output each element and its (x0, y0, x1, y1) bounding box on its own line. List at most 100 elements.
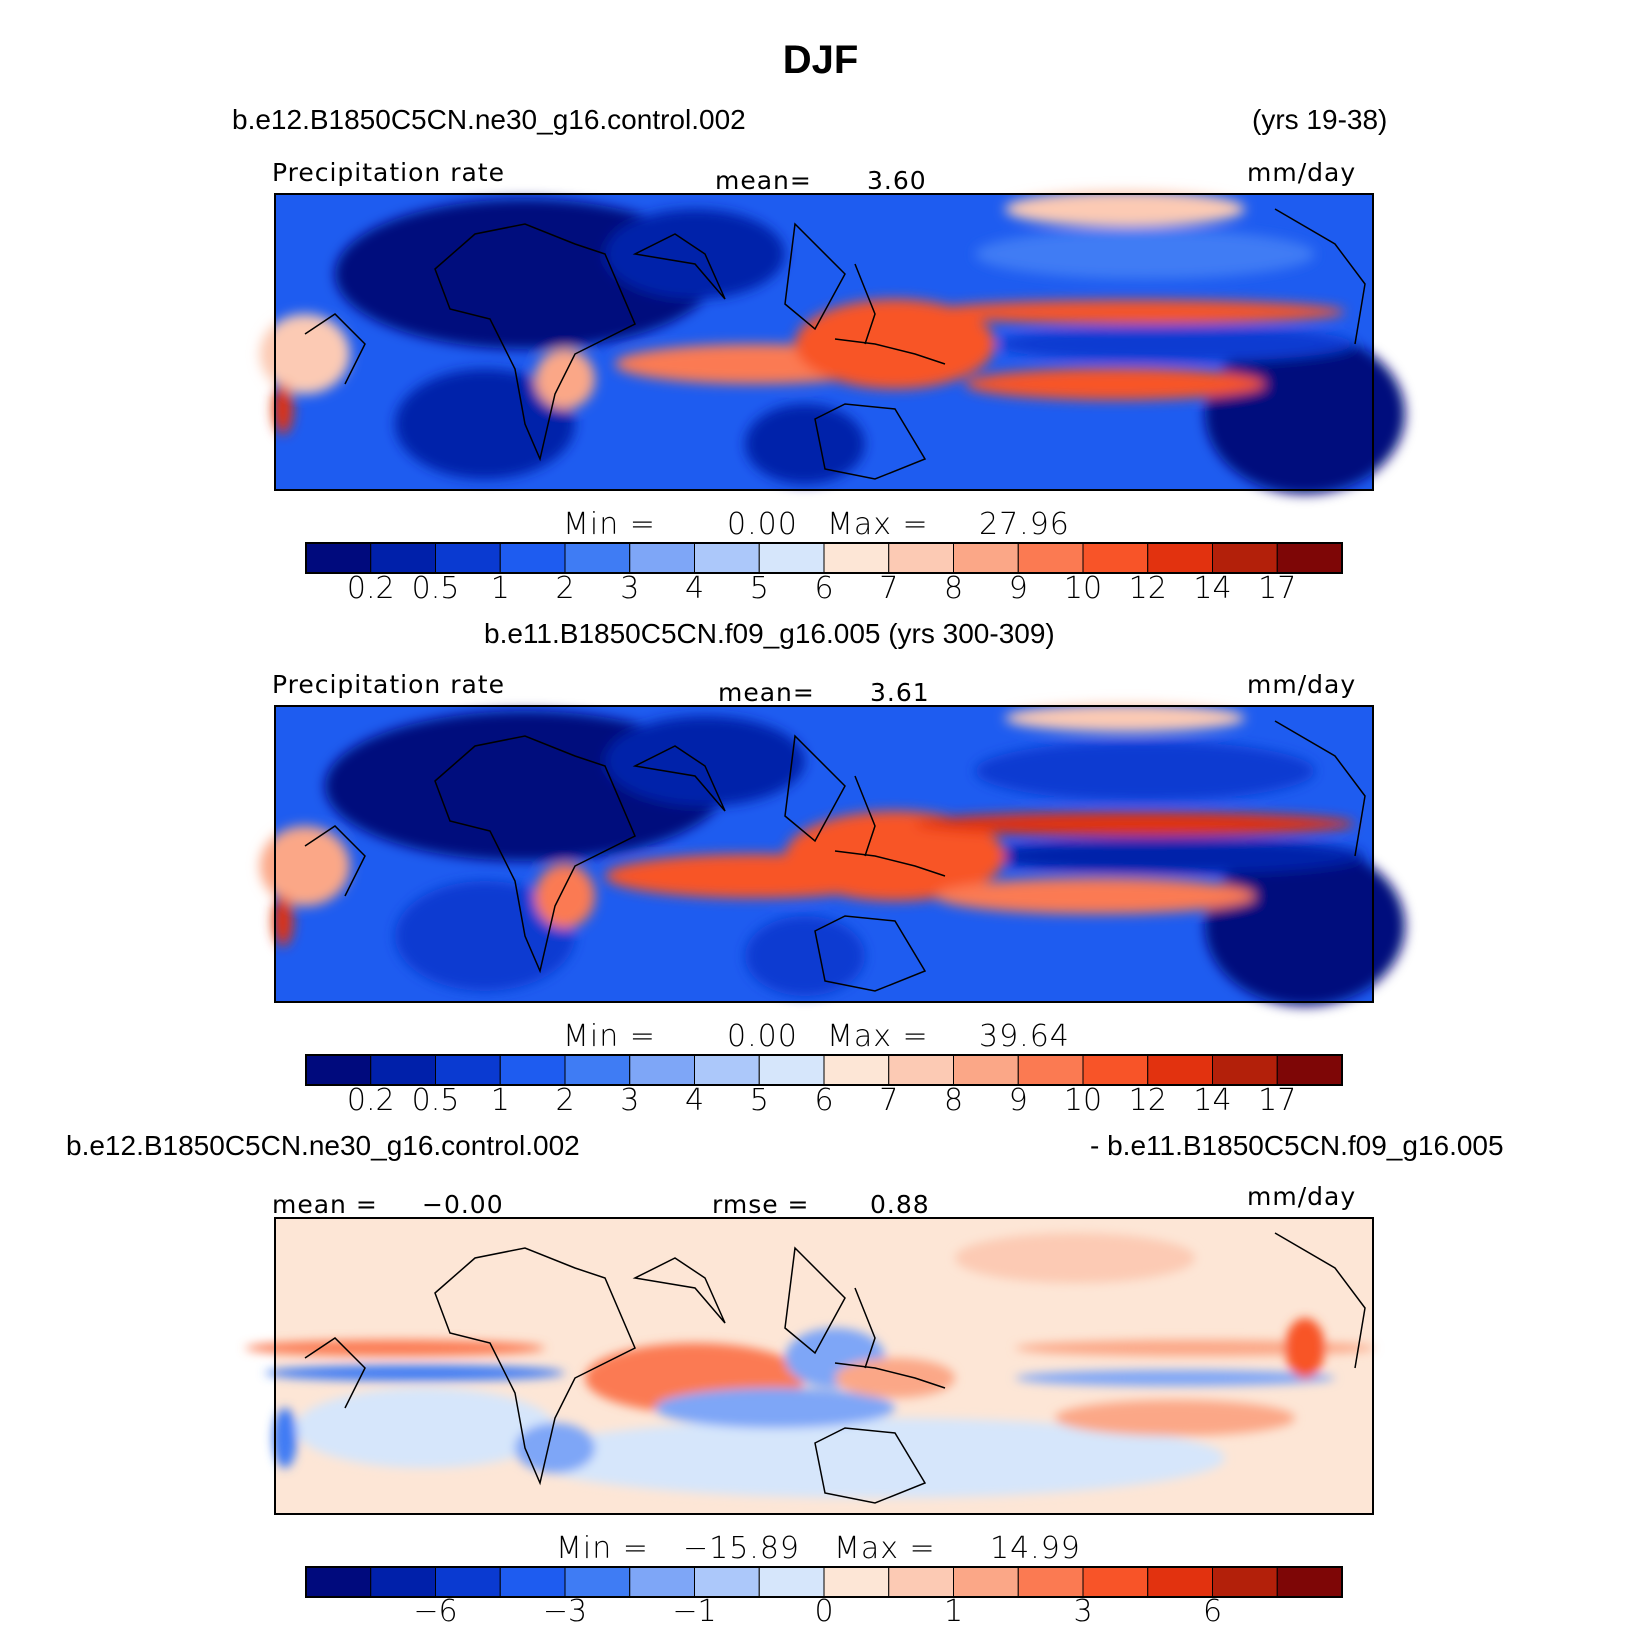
panel2-arabia-dry-region (605, 716, 805, 806)
colorbar-tick-label: 6 (1202, 1594, 1223, 1629)
panel3-map-frame (274, 1217, 1374, 1515)
panel1-units: mm/day (1247, 158, 1357, 187)
colorbar-swatch (629, 1054, 695, 1086)
panel2-mean-value: 3.61 (870, 678, 930, 707)
panel3-units: mm/day (1247, 1182, 1357, 1211)
colorbar-tick-label: 7 (879, 1083, 899, 1118)
colorbar-swatch (435, 1566, 501, 1598)
colorbar-swatch (305, 1566, 372, 1598)
colorbar-swatch (1276, 1566, 1343, 1598)
colorbar-tick-label: −1 (672, 1594, 717, 1629)
panel3-south-atlantic-negative (295, 1388, 555, 1468)
colorbar-swatch (823, 1054, 890, 1086)
panel3-rmse-value: 0.88 (870, 1190, 930, 1219)
colorbar-tick-label: 3 (620, 571, 640, 606)
panel3-coastline (304, 1232, 1366, 1504)
panel3-southern-ocean-negative (525, 1418, 1225, 1498)
colorbar-swatch (953, 1566, 1019, 1598)
panel2-south-indian-dry-region (745, 916, 865, 996)
panel1-colorbar (305, 542, 1343, 574)
colorbar-swatch (370, 1054, 436, 1086)
panel3-case-label-right: - b.e11.B1850C5CN.f09_g16.005 (1090, 1130, 1504, 1161)
colorbar-tick-label: 14 (1193, 1083, 1232, 1118)
panel2-variable-label: Precipitation rate (272, 670, 505, 699)
colorbar-frame (305, 542, 1343, 574)
colorbar-tick-label: 3 (1073, 1594, 1093, 1629)
colorbar-swatch (629, 542, 695, 574)
panel1-maritime-continent-rain (795, 299, 995, 389)
colorbar-tick-label: 17 (1258, 571, 1297, 606)
colorbar-swatch (370, 1566, 436, 1598)
panel3-maritime-positive (835, 1358, 955, 1398)
colorbar-swatch (953, 542, 1019, 574)
panel3-max-label: Max = (834, 1531, 936, 1566)
panel2-units: mm/day (1247, 670, 1357, 699)
colorbar-swatch (1147, 542, 1213, 574)
colorbar-tick-label: 9 (1008, 571, 1028, 606)
colorbar-tick-label: 4 (684, 571, 705, 606)
panel1-max-value: 27.96 (979, 507, 1070, 542)
colorbar-tick-label: 5 (749, 1083, 769, 1118)
panel2-mean-label: mean= (718, 678, 815, 707)
panel3-south-america-negative (273, 1408, 297, 1468)
colorbar-swatch (1276, 1054, 1343, 1086)
colorbar-tick-label: 6 (814, 571, 834, 606)
panel3-case-label-left: b.e12.B1850C5CN.ne30_g16.control.002 (66, 1130, 580, 1161)
panel1-years-label: (yrs 19-38) (1252, 104, 1388, 135)
panel1-itcz-rain-band (925, 300, 1345, 324)
panel3-indian-ocean-negative (655, 1388, 895, 1428)
panel1-east-pacific-dry-region (1205, 334, 1405, 494)
figure-title: DJF (782, 38, 859, 82)
panel2-spcz-rain-band (935, 878, 1255, 914)
panel2-south-atlantic-dry-region (395, 881, 575, 991)
panel1-min-label: Min = (563, 507, 656, 542)
colorbar-swatch (305, 1054, 372, 1086)
panel3-pacific-negative-band (1015, 1370, 1335, 1386)
panel1-min-value: 0.00 (727, 507, 798, 542)
panel2-itcz-rain-band (915, 812, 1355, 836)
panel3-min-label: Min = (556, 1531, 649, 1566)
colorbar-tick-label: 1 (490, 1083, 510, 1118)
panel1-andes-rain (273, 384, 293, 434)
colorbar-swatch (1147, 1054, 1213, 1086)
panel1-colorbar-ticks: 0.2 0.5 1 2 3 4 5 6 7 8 9 10 12 14 17 (306, 571, 1342, 611)
colorbar-tick-label: 4 (684, 1083, 705, 1118)
colorbar-frame (305, 1054, 1343, 1086)
colorbar-swatch (1212, 1054, 1278, 1086)
colorbar-swatch (888, 1054, 954, 1086)
panel2-max-value: 39.64 (979, 1019, 1070, 1054)
colorbar-swatch (564, 1566, 631, 1598)
colorbar-swatch (1147, 1566, 1213, 1598)
colorbar-tick-label: 1 (490, 571, 510, 606)
colorbar-swatch (564, 542, 631, 574)
colorbar-swatch (499, 542, 566, 574)
colorbar-tick-label: 12 (1128, 571, 1167, 606)
panel2-colorbar (305, 1054, 1343, 1086)
colorbar-tick-label: 9 (1008, 1083, 1028, 1118)
panel1-variable-label: Precipitation rate (272, 158, 505, 187)
panel2-max-label: Max = (827, 1019, 929, 1054)
panel2-map-frame (274, 705, 1374, 1003)
colorbar-swatch (564, 1054, 631, 1086)
colorbar-swatch (694, 542, 760, 574)
colorbar-tick-label: 2 (555, 1083, 575, 1118)
colorbar-tick-label: 2 (555, 571, 575, 606)
panel2-maritime-continent-rain (785, 811, 1005, 901)
colorbar-swatch (305, 542, 372, 574)
colorbar-tick-label: 1 (943, 1594, 964, 1629)
colorbar-swatch (953, 1054, 1019, 1086)
colorbar-tick-label: 17 (1258, 1083, 1297, 1118)
panel1-map-frame (274, 193, 1374, 491)
colorbar-swatch (758, 1566, 825, 1598)
panel3-pacific-itcz-positive (1015, 1340, 1375, 1356)
colorbar-tick-label: 6 (814, 1083, 834, 1118)
panel1-north-pacific-dry-region (975, 229, 1315, 279)
panel2-colorbar-ticks: 0.2 0.5 1 2 3 4 5 6 7 8 9 10 12 14 17 (306, 1083, 1342, 1123)
panel2-min-label: Min = (563, 1019, 656, 1054)
colorbar-swatch (888, 1566, 954, 1598)
colorbar-swatch (435, 1054, 501, 1086)
colorbar-tick-label: 14 (1193, 571, 1232, 606)
panel3-north-pacific-positive (955, 1233, 1195, 1283)
panel2-map (260, 704, 1405, 1006)
panel2-coastline (304, 720, 1366, 992)
